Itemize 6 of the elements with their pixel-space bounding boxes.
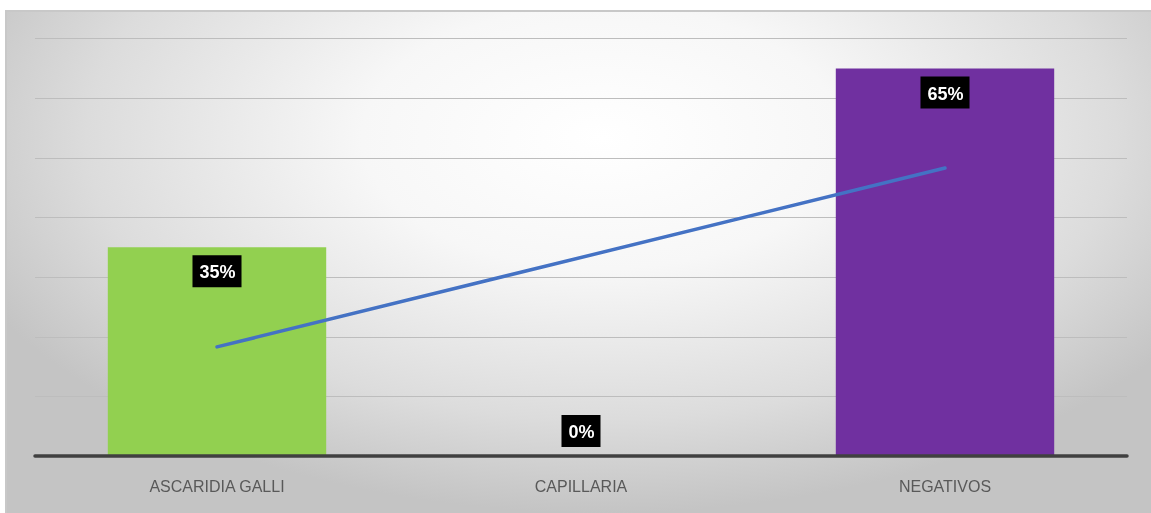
x-tick-label: NEGATIVOS	[898, 477, 992, 495]
data-label: 65%	[927, 83, 964, 104]
x-tick-label: ASCARIDIA GALLI	[149, 477, 285, 495]
x-tick-label: CAPILLARIA	[534, 477, 628, 495]
data-label: 35%	[199, 262, 236, 283]
data-label: 0%	[568, 422, 595, 442]
